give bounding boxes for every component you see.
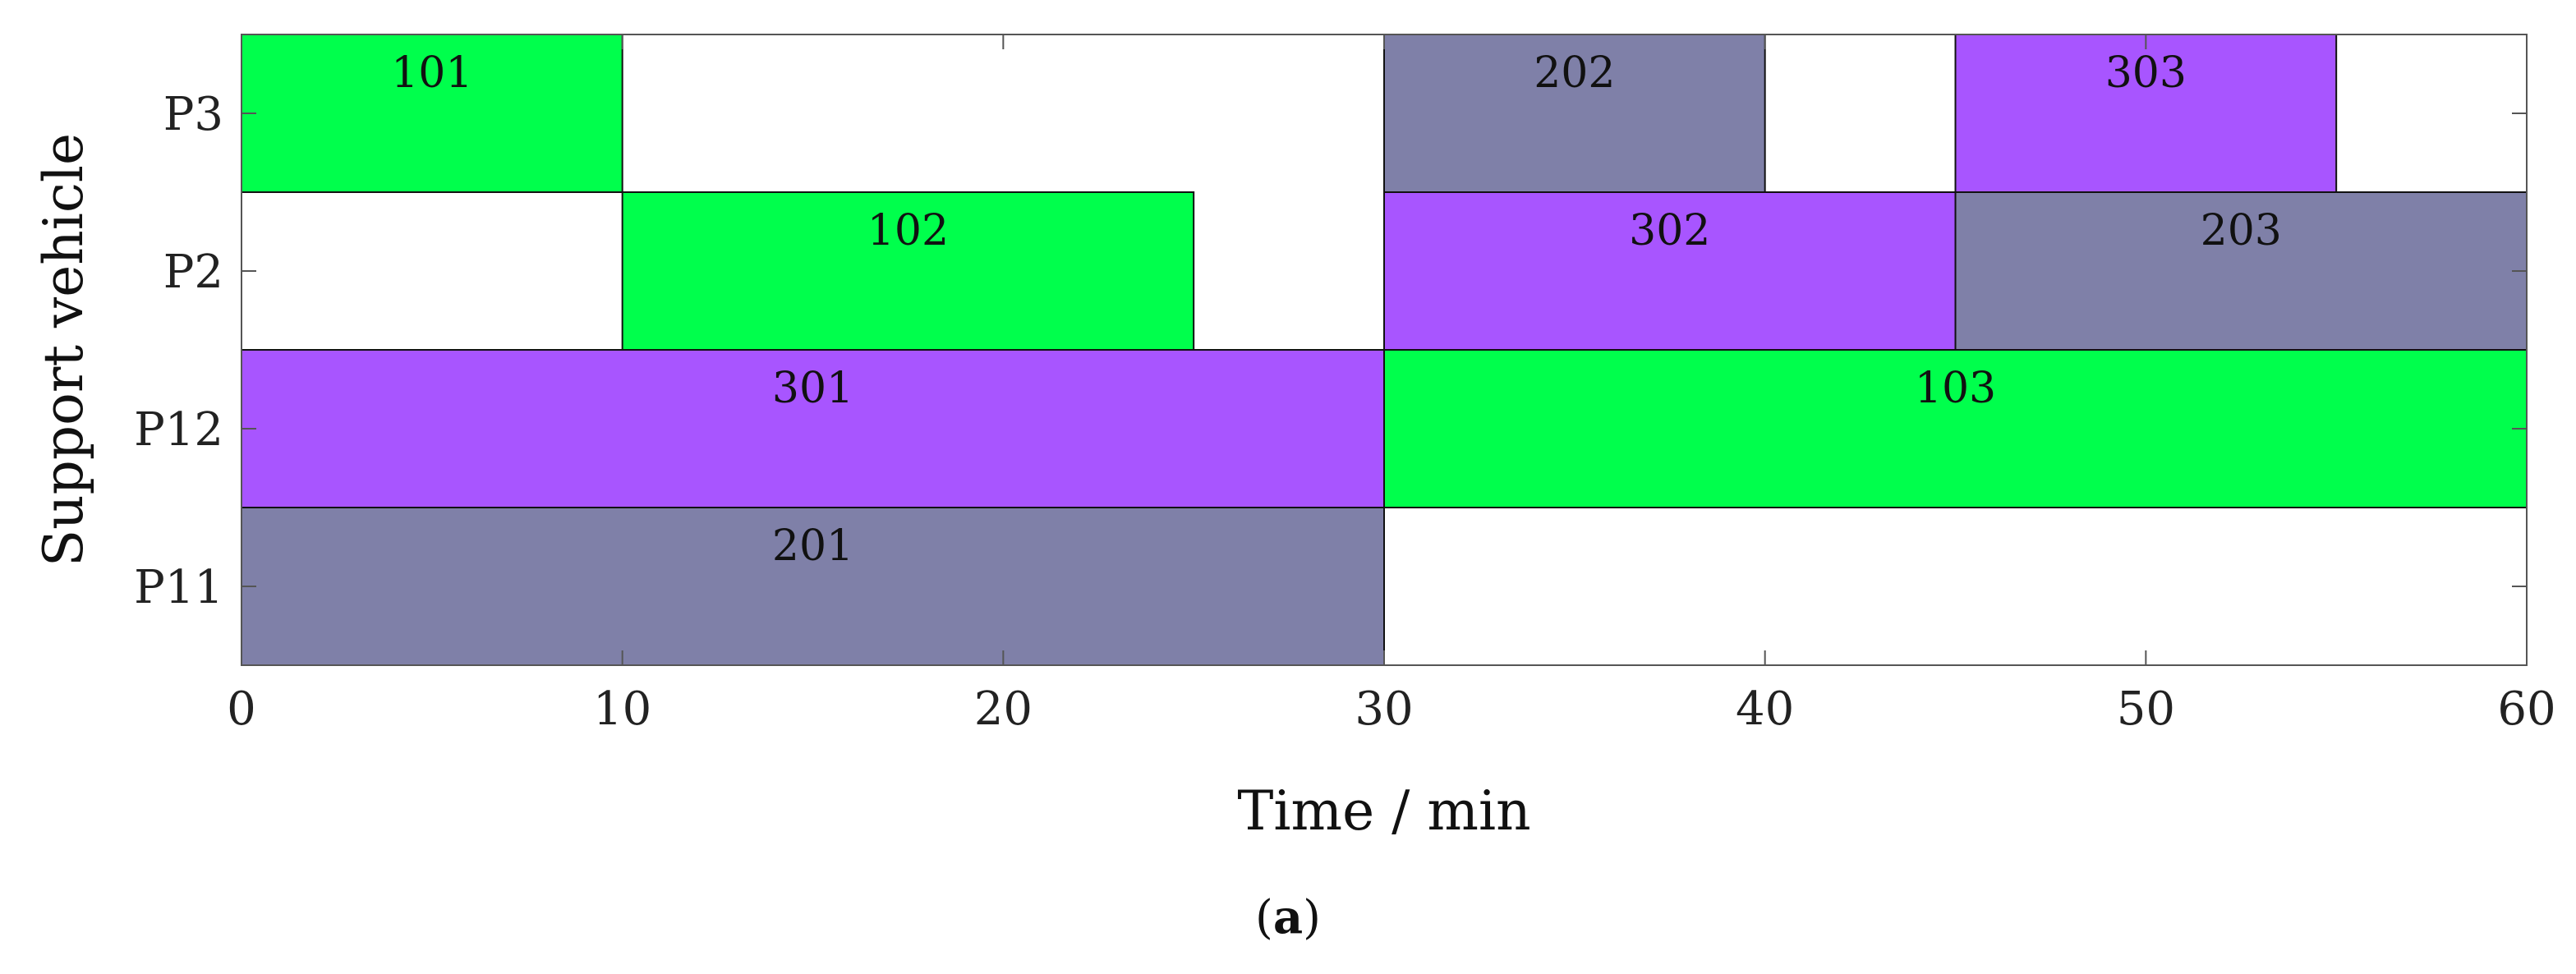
bar-102 — [621, 191, 1195, 351]
ticks-layer: 0 10 20 30 40 50 60 P3 P2 P12 P11 — [134, 34, 2556, 736]
y-tick-label-P3: P3 — [163, 88, 223, 141]
x-tick-label-30: 30 — [1355, 682, 1413, 736]
x-tick-label-40: 40 — [1736, 682, 1794, 736]
x-tick-label-20: 20 — [974, 682, 1033, 736]
bar-label-202: 202 — [1534, 48, 1615, 98]
x-tick-label-0: 0 — [227, 682, 256, 736]
caption-letter: a — [1272, 890, 1304, 944]
caption-open-paren: ( — [1254, 891, 1273, 944]
bar-label-101: 101 — [391, 48, 472, 98]
x-tick-label-60: 60 — [2497, 682, 2555, 736]
bar-203 — [1954, 191, 2528, 351]
bar-label-203: 203 — [2201, 206, 2282, 255]
bar-label-303: 303 — [2105, 48, 2187, 98]
y-tick-label-P2: P2 — [163, 246, 223, 299]
x-tick-label-50: 50 — [2117, 682, 2175, 736]
bars-layer: 101 202 303 102 302 203 301 103 201 — [241, 34, 2528, 666]
bar-101 — [241, 34, 623, 193]
bar-202 — [1383, 34, 1766, 193]
bar-103 — [1383, 349, 2528, 508]
bar-302 — [1383, 191, 1957, 351]
bar-label-201: 201 — [772, 521, 853, 571]
x-tick-label-10: 10 — [593, 682, 651, 736]
bar-label-103: 103 — [1915, 364, 1996, 413]
bar-301 — [241, 349, 1385, 508]
y-axis-label: Support vehicle — [32, 133, 95, 567]
y-tick-label-P12: P12 — [134, 403, 223, 457]
x-axis-label: Time / min — [1237, 779, 1530, 843]
caption-close-paren: ) — [1303, 891, 1321, 944]
bar-label-301: 301 — [772, 364, 853, 413]
bar-label-102: 102 — [867, 206, 949, 255]
figure-caption: (a) — [0, 890, 2576, 944]
y-tick-label-P11: P11 — [134, 561, 223, 614]
bar-label-302: 302 — [1629, 206, 1710, 255]
